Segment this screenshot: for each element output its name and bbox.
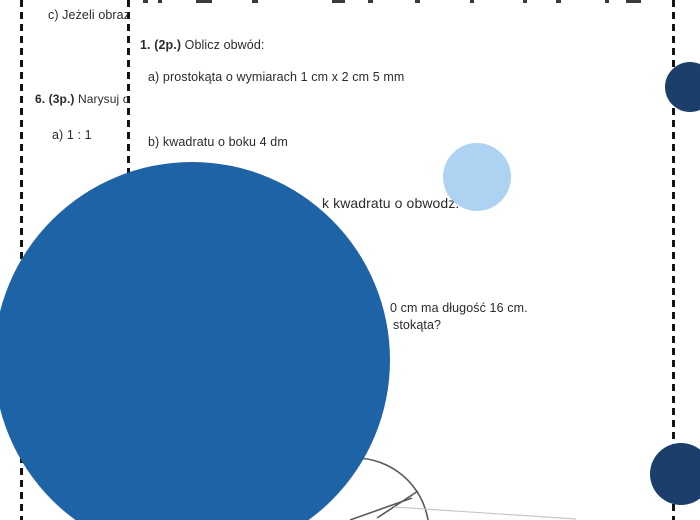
figure-radius-line-1 [376, 490, 419, 519]
task1-heading: 1. (2p.) Oblicz obwód: [140, 38, 264, 53]
task6-text: Narysuj od [77, 92, 128, 106]
task6-heading: 6. (3p.) Narysuj od [35, 92, 128, 106]
fragment-square-perimeter: k kwadratu o obwodz. [322, 195, 460, 211]
task6-item-a: a) 1 : 1 [52, 128, 92, 142]
figure-radius-line-2 [349, 497, 413, 520]
clipped-text-fragment [143, 0, 148, 3]
task6-points: (3p.) [48, 92, 75, 106]
figure-construction-line [393, 506, 577, 520]
dashed-rule-right [672, 0, 675, 520]
clipped-text-fragment [158, 0, 162, 3]
fragment-length-line1: 0 cm ma długość 16 cm. [390, 301, 528, 315]
clipped-text-fragment [556, 0, 561, 3]
circle-figure-drawing [349, 457, 577, 520]
task1-points: (2p.) [154, 38, 182, 52]
fragment-length-line2: stokąta? [393, 318, 442, 332]
task1-item-a: a) prostokąta o wymiarach 1 cm x 2 cm 5 … [148, 70, 405, 84]
clipped-text-fragment [252, 0, 258, 3]
clipped-text-fragment [605, 0, 609, 3]
clipped-text-fragment [626, 0, 641, 3]
task6-number: 6. [35, 92, 46, 106]
light-blue-circle-overlay [443, 143, 511, 211]
navy-circle-overlay-top-right [665, 62, 700, 112]
task1-number: 1. [140, 38, 151, 52]
clipped-text-fragment [196, 0, 212, 3]
clipped-text-fragment [415, 0, 420, 3]
task1-text: Oblicz obwód: [184, 38, 265, 52]
item-c-label: c) Jeżeli obraz [48, 8, 128, 22]
figure-arc [354, 457, 429, 520]
clipped-text-fragment [368, 0, 373, 3]
big-blue-circle-overlay [0, 162, 390, 520]
clipped-text-fragment [523, 0, 527, 3]
task1-item-b: b) kwadratu o boku 4 dm [148, 135, 288, 149]
navy-circle-overlay-bottom-right [650, 443, 700, 505]
clipped-text-fragment [470, 0, 474, 3]
clipped-text-fragment [332, 0, 345, 3]
